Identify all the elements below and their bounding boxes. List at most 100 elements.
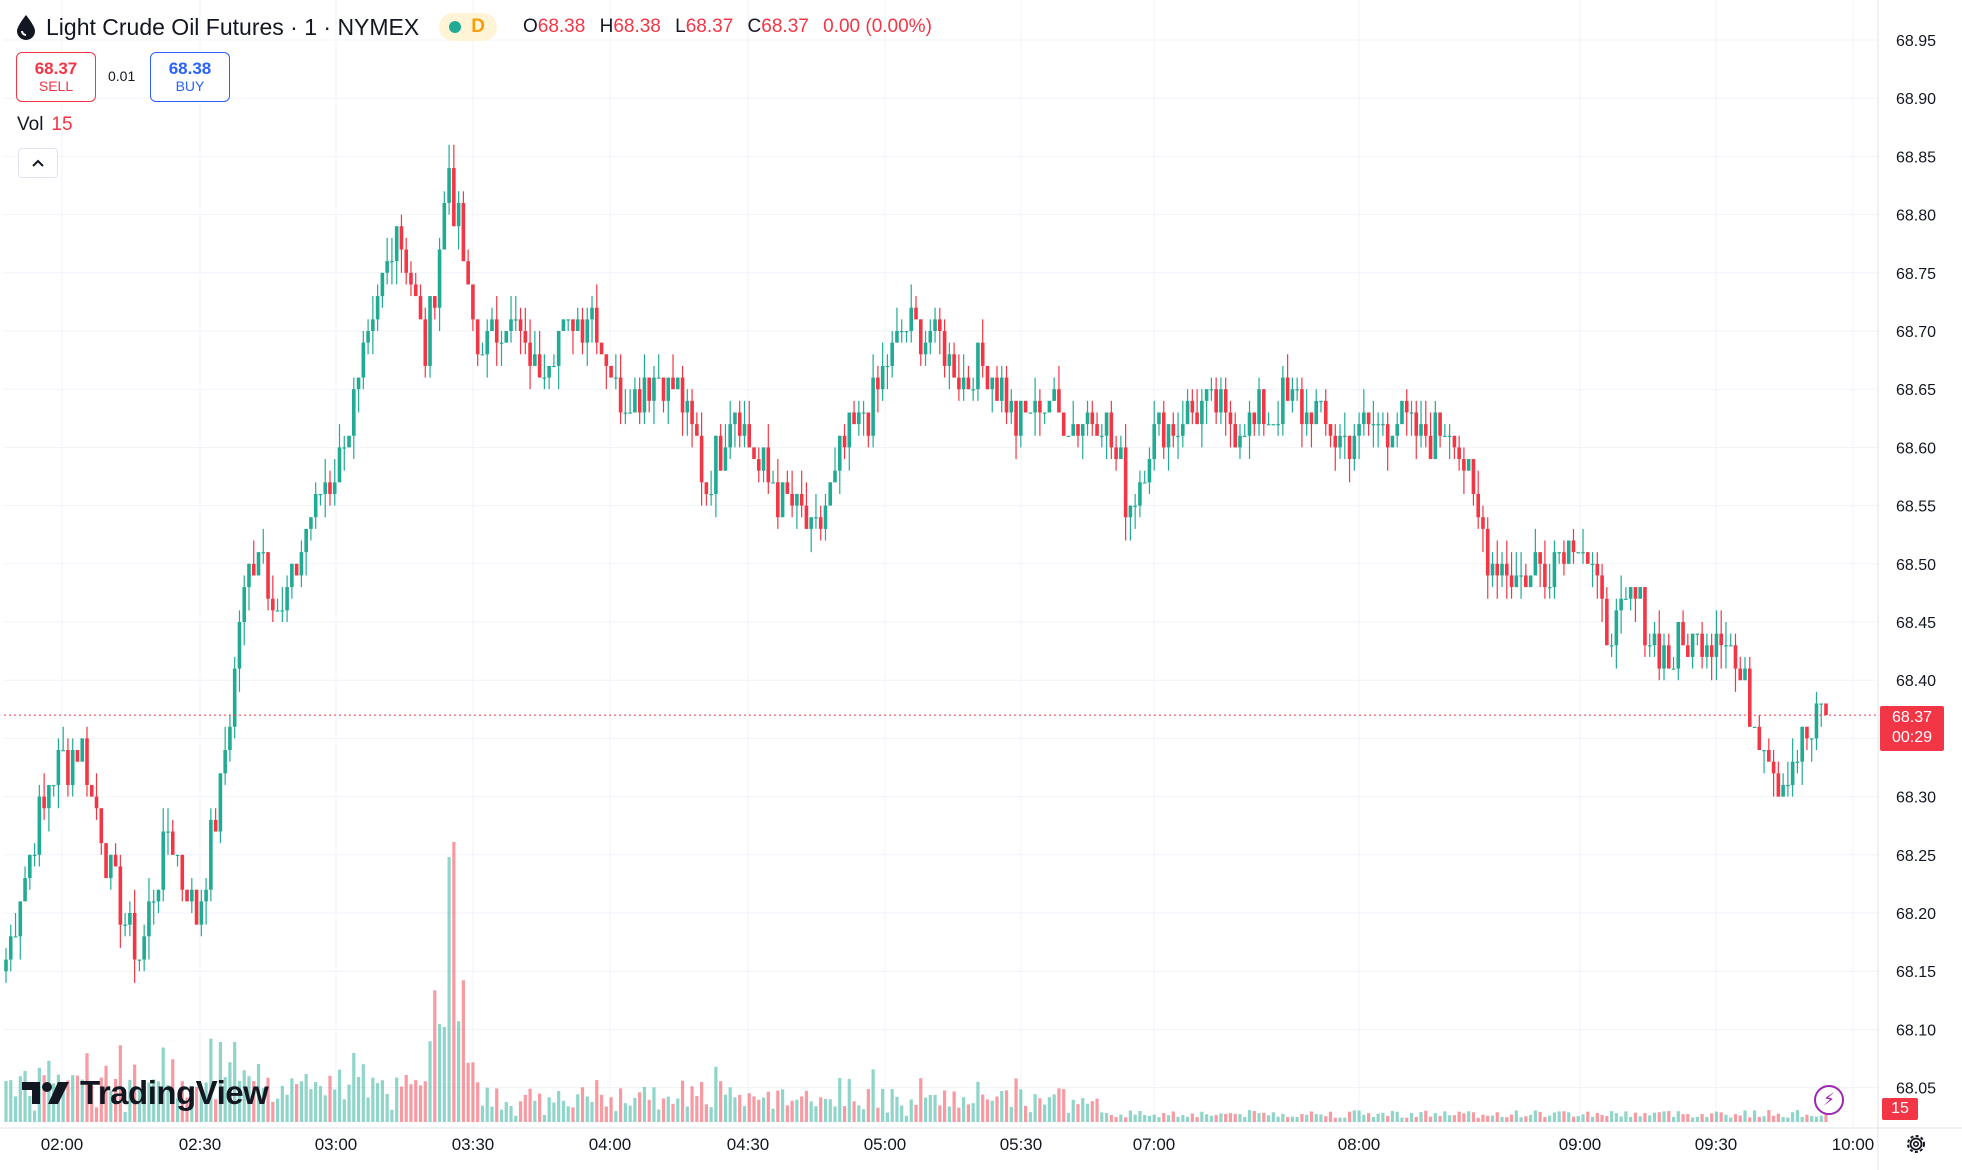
close-value: 68.37 [761,16,809,37]
candle-body [380,272,385,297]
candle [671,354,675,390]
candle-body [1605,598,1609,646]
candle [161,808,166,902]
candle [799,470,804,518]
volume-bar [113,1078,118,1122]
candle [1438,412,1442,448]
sell-button[interactable]: 68.37 SELL [16,52,96,102]
volume-bar [1729,1117,1733,1122]
volume-bar [1743,1110,1747,1122]
candle [99,808,104,855]
candle [1376,412,1380,448]
volume-legend[interactable]: Vol 15 [17,114,73,136]
volume-bar [1333,1117,1337,1122]
candle [423,307,428,378]
candle [1457,435,1461,471]
volume-bar [1748,1117,1752,1122]
candle [104,843,108,879]
candle-body [1481,517,1485,529]
volume-bar [85,1053,89,1122]
candle [876,365,880,413]
candle [966,365,971,390]
volume-bar [1800,1116,1804,1122]
candle-body [628,412,632,414]
candle-body [1152,424,1157,460]
volume-bar [1624,1111,1628,1122]
symbol-title[interactable]: Light Crude Oil Futures · 1 · NYMEX [46,13,420,40]
candle-body [823,505,828,529]
volume-axis-label: 15 [1882,1098,1918,1120]
price-axis[interactable]: 68.0568.1068.1568.2068.2568.3068.3568.40… [1896,33,1936,1098]
market-status-pill[interactable]: D [439,13,497,41]
volume-bar [194,1086,199,1122]
volume-bar [1233,1113,1237,1122]
volume-bar [652,1087,656,1122]
candle-body [709,493,713,496]
candle [375,284,380,331]
candle [137,959,142,972]
candle-body [1166,424,1171,448]
volume-bar [1219,1113,1223,1122]
candle [209,808,213,902]
candle-body [490,319,494,331]
candle-body [1643,587,1647,646]
candle [1595,552,1600,599]
high-value: 68.38 [613,16,661,37]
buy-button[interactable]: 68.38 BUY [150,52,230,102]
candle [809,517,813,553]
volume-bar [452,842,456,1122]
volume-bar [1281,1113,1285,1122]
candle-body [909,307,914,331]
volume-bar [42,1075,46,1122]
gear-icon[interactable] [1904,1132,1928,1156]
candle [1228,400,1233,448]
candle [776,459,780,529]
candle [561,319,566,331]
candle [1028,412,1033,414]
volume-bar [133,1064,137,1122]
candle-body [1090,412,1095,425]
candle [542,354,547,390]
candle-body [561,319,566,331]
volume-bar [838,1078,842,1122]
collapse-legend-button[interactable] [18,148,58,178]
volume-bar [585,1096,589,1122]
candle-body [1342,435,1347,437]
candle-body [1395,424,1400,436]
volume-bar [609,1097,613,1122]
sell-price: 68.37 [34,59,78,78]
volume-bar [1519,1117,1523,1122]
volume-bar [580,1087,585,1122]
candle-body [1242,435,1247,437]
price-tick-label: 68.75 [1896,266,1936,283]
candle-body [1304,412,1309,425]
candle [1471,459,1476,506]
volume-bar [876,1107,880,1122]
time-tick-label: 09:00 [1559,1135,1602,1154]
price-tick-label: 68.90 [1896,91,1936,108]
open-value: 68.38 [537,16,586,37]
candle-body [1590,563,1595,565]
volume-bar [895,1096,899,1122]
volume-bar [733,1097,737,1122]
candle-body [1452,435,1457,448]
candle [1304,389,1309,436]
volume-bar [723,1094,728,1122]
candle [285,575,289,622]
volume-bar [1814,1116,1819,1122]
volume-bar [842,1106,847,1122]
lightning-button[interactable]: ⚡ [1814,1085,1844,1115]
candle-body [1543,563,1547,588]
candle-body [356,377,361,390]
candle [1395,412,1400,448]
candle-body [1504,563,1509,576]
tradingview-logo[interactable]: TradingView [20,1074,269,1112]
volume-bar [590,1102,594,1122]
candle-body [513,319,518,321]
volume-bar [1652,1112,1657,1122]
time-axis[interactable]: 02:00 02:30 03:00 03:30 04:00 04:30 05:00 05:30… [41,1135,1875,1154]
candle-body [737,412,742,436]
candle [790,470,794,518]
volume-bar [1319,1114,1323,1122]
